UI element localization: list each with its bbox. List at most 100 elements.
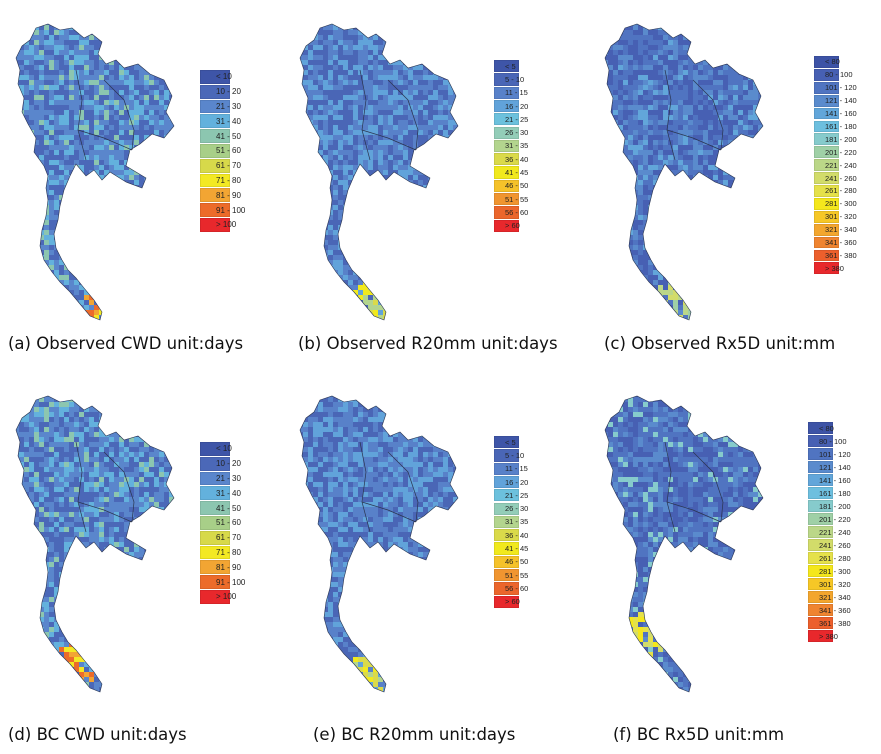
legend-swatch xyxy=(808,539,833,551)
legend-swatch xyxy=(814,210,839,223)
legend-label: 121 - 140 xyxy=(825,96,857,106)
legend-label: 91 - 100 xyxy=(216,577,246,587)
legend-swatch xyxy=(200,590,230,604)
legend-label: 21 - 25 xyxy=(505,114,529,124)
legend-label: > 380 xyxy=(825,263,844,273)
legend-label: 80 - 100 xyxy=(819,436,847,446)
legend-label: 51 - 60 xyxy=(216,146,241,156)
legend-label: 141 - 160 xyxy=(819,475,851,485)
legend-swatch xyxy=(200,70,230,84)
legend-label: 161 - 180 xyxy=(819,488,851,498)
legend-swatch xyxy=(814,146,839,159)
legend-label: 21 - 30 xyxy=(216,474,241,483)
country-outline xyxy=(299,23,459,321)
region-boundary xyxy=(75,69,87,161)
country-outline xyxy=(299,395,459,693)
region-boundary xyxy=(77,501,133,523)
legend-label: 361 - 380 xyxy=(819,618,851,628)
legend-swatch xyxy=(814,249,839,262)
legend-swatch xyxy=(494,529,519,542)
legend-label: 41 - 45 xyxy=(505,544,529,554)
region-boundary xyxy=(359,441,371,533)
legend-label: 31 - 35 xyxy=(505,141,529,151)
legend-label: 141 - 160 xyxy=(825,109,857,119)
region-boundary xyxy=(666,129,722,151)
legend-swatch xyxy=(808,630,833,642)
legend-label: 321 - 340 xyxy=(819,592,851,602)
legend-swatch xyxy=(808,591,833,603)
legend-label: 261 - 280 xyxy=(819,553,851,563)
legend-swatch xyxy=(200,144,230,158)
map-grid-cells xyxy=(300,396,458,692)
legend-swatch xyxy=(814,197,839,210)
legend-swatch xyxy=(814,107,839,120)
caption-a: (a) Observed CWD unit:days xyxy=(8,334,244,353)
thailand-map xyxy=(604,23,764,321)
region-boundary xyxy=(387,451,419,523)
legend-label: 46 - 50 xyxy=(505,557,529,567)
legend-label: 241 - 260 xyxy=(825,173,857,183)
caption-b: (b) Observed R20mm unit:days xyxy=(298,334,558,353)
legend-swatch xyxy=(494,219,519,232)
legend-label: 81 - 90 xyxy=(216,190,241,200)
legend-swatch xyxy=(494,489,519,502)
legend-label: 11 - 15 xyxy=(505,88,528,98)
legend-swatch xyxy=(200,575,230,589)
legend-label: 341 - 360 xyxy=(819,605,851,615)
legend-label: < 80 xyxy=(825,57,840,67)
legend-swatch xyxy=(814,223,839,236)
caption-c: (c) Observed Rx5D unit:mm xyxy=(604,334,836,353)
legend-label: 51 - 60 xyxy=(216,518,241,528)
legend-swatch xyxy=(494,179,519,192)
legend-swatch xyxy=(200,129,230,143)
region-boundary xyxy=(666,501,722,523)
legend-label: 31 - 40 xyxy=(216,488,241,498)
legend-swatch xyxy=(494,139,519,153)
legend-label: 61 - 70 xyxy=(216,161,241,171)
legend-swatch xyxy=(200,84,230,99)
legend-label: 10 - 20 xyxy=(216,87,241,97)
legend-label: 321 - 340 xyxy=(825,225,857,235)
country-outline xyxy=(15,23,175,321)
legend-swatch xyxy=(200,114,230,129)
region-boundary xyxy=(692,79,724,151)
legend-label: 21 - 25 xyxy=(505,490,529,500)
legend-swatch xyxy=(200,203,230,217)
country-outline xyxy=(15,395,175,693)
legend-swatch xyxy=(494,153,519,166)
legend-label: 221 - 240 xyxy=(825,160,857,170)
legend-label: 91 - 100 xyxy=(216,205,246,215)
legend-label: 241 - 260 xyxy=(819,540,851,550)
legend-swatch xyxy=(200,99,230,114)
legend-label: 56 - 60 xyxy=(505,583,529,593)
legend-label: < 5 xyxy=(505,61,516,71)
legend-label: 101 - 120 xyxy=(825,83,857,93)
legend-swatch xyxy=(494,449,519,462)
legend-swatch xyxy=(200,471,230,486)
legend-swatch xyxy=(494,193,519,206)
legend-label: 281 - 300 xyxy=(825,199,857,209)
legend-label: 46 - 50 xyxy=(505,181,529,191)
legend-swatch xyxy=(814,185,839,197)
region-boundary xyxy=(361,129,417,151)
legend-label: 221 - 240 xyxy=(819,527,851,537)
legend-label: > 380 xyxy=(819,631,838,641)
region-boundary xyxy=(387,79,419,151)
thailand-map xyxy=(15,395,175,693)
legend-label: 261 - 280 xyxy=(825,186,857,196)
legend-label: > 100 xyxy=(216,220,237,230)
legend-label: 301 - 320 xyxy=(819,579,851,589)
map-grid-cells xyxy=(605,396,763,692)
legend-swatch xyxy=(494,99,519,113)
legend-swatch xyxy=(814,68,839,81)
legend-swatch xyxy=(494,462,519,475)
legend-label: 361 - 380 xyxy=(825,250,857,260)
legend-swatch xyxy=(200,560,230,575)
legend-swatch xyxy=(494,542,519,555)
legend-swatch xyxy=(200,486,230,501)
map-grid-cells xyxy=(605,24,763,320)
thailand-map xyxy=(15,23,175,321)
legend-swatch xyxy=(494,126,519,139)
legend-label: < 5 xyxy=(505,437,516,447)
legend-label: 81 - 90 xyxy=(216,562,241,572)
